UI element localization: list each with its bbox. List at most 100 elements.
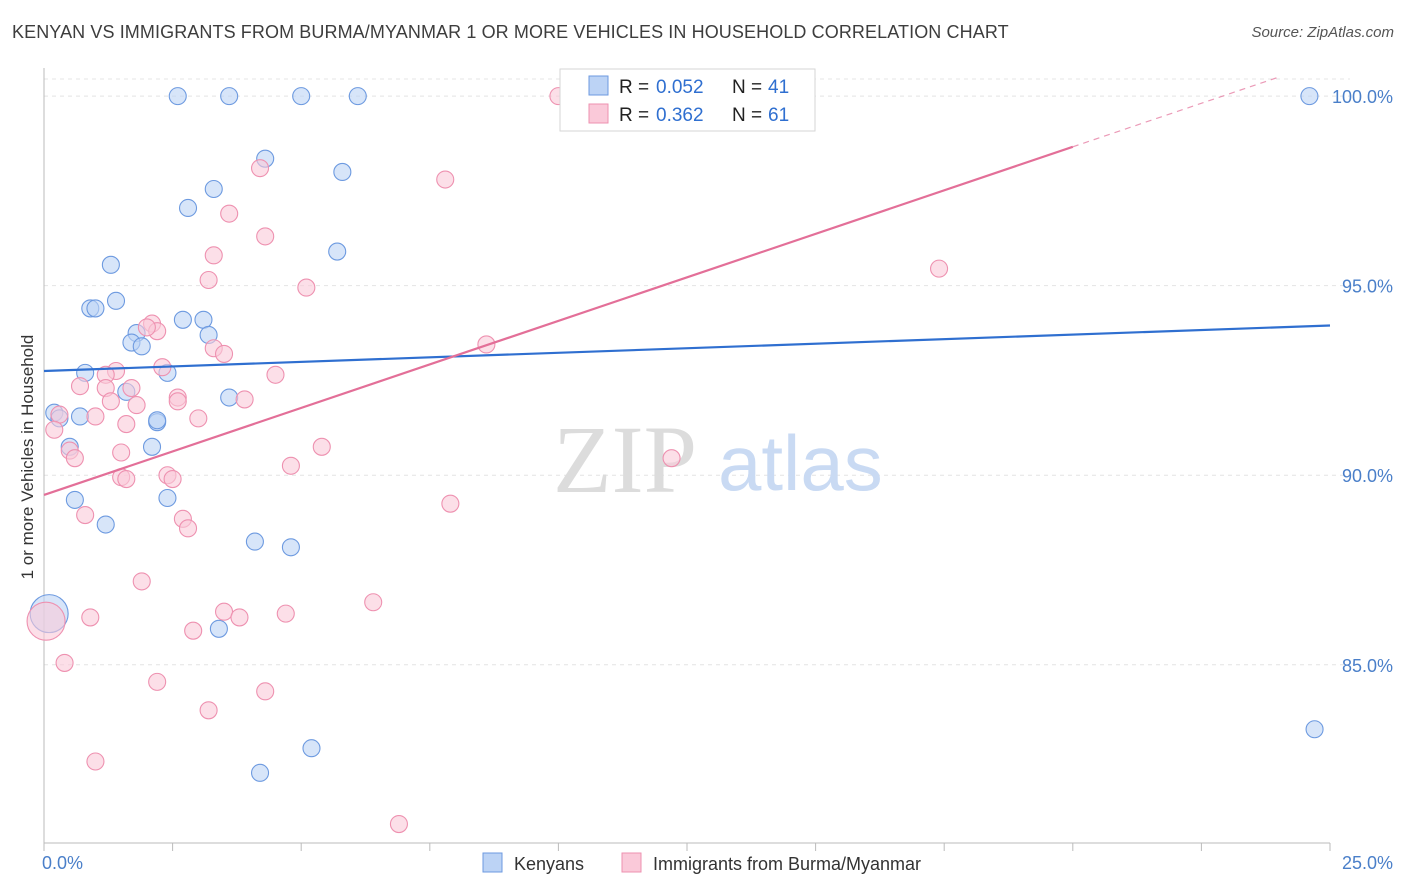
kenyans-point-13: [86, 299, 105, 318]
kenyans-point-7: [204, 179, 223, 199]
burma-point-7: [199, 270, 218, 290]
legend-swatch-burma: [588, 103, 609, 124]
bottom-legend-swatch-burma: [621, 852, 642, 873]
burma-point-59: [168, 392, 187, 411]
burma-point-41: [76, 506, 95, 525]
watermark: ZIP atlas: [553, 406, 883, 513]
kenyans-point-33: [281, 538, 300, 557]
kenyans-point-24: [70, 407, 90, 426]
legend-n-value-kenyans: 41: [768, 77, 789, 98]
legend-r-label-2: R =: [619, 105, 649, 126]
burma-point-4: [220, 204, 239, 223]
kenyans-point-1: [220, 87, 239, 106]
chart-title: KENYAN VS IMMIGRANTS FROM BURMA/MYANMAR …: [12, 22, 1009, 42]
trend-lines: [43, 76, 1331, 497]
burma-point-51: [184, 621, 203, 640]
burma-point-44: [441, 494, 460, 513]
burma-point-39: [163, 469, 182, 489]
kenyans-point-3: [348, 87, 367, 106]
kenyans-point-37: [250, 763, 270, 782]
burma-point-33: [112, 443, 131, 462]
burma-point-22: [70, 377, 90, 396]
watermark-atlas: atlas: [718, 419, 883, 507]
series-burma: [26, 87, 949, 834]
burma-point-24: [235, 390, 254, 409]
y-tick-label-3: 100.0%: [1332, 87, 1393, 107]
kenyans-point-0: [168, 87, 187, 106]
legend-r-label-1: R =: [619, 77, 649, 98]
legend-n-value-burma: 61: [768, 105, 789, 126]
burma-point-52: [26, 601, 66, 641]
kenyans-point-40: [132, 337, 151, 356]
kenyans-point-15: [194, 310, 213, 329]
source-label: Source: ZipAtlas.com: [1251, 24, 1394, 41]
kenyans-point-36: [302, 739, 321, 758]
burma-point-55: [256, 682, 275, 701]
burma-point-19: [266, 365, 285, 384]
burma-point-60: [117, 469, 136, 489]
y-tick-label-1: 90.0%: [1342, 466, 1393, 486]
kenyans-point-6: [333, 162, 352, 181]
grid-lines: [44, 78, 1350, 666]
burma-point-27: [50, 405, 69, 424]
kenyans-point-22: [220, 388, 239, 407]
tick-labels: 85.0% 90.0% 95.0% 100.0% 0.0% 25.0%: [42, 87, 1393, 873]
kenyans-point-38: [1305, 720, 1324, 739]
burma-point-8: [297, 278, 316, 297]
y-tick-label-2: 95.0%: [1342, 277, 1393, 297]
kenyans-point-35: [209, 619, 228, 638]
kenyans-point-8: [178, 198, 198, 218]
burma-point-2: [250, 159, 270, 178]
kenyans-point-31: [96, 515, 115, 534]
burma-point-34: [65, 449, 84, 468]
burma-point-25: [101, 392, 120, 411]
burma-point-6: [204, 246, 223, 265]
burma-point-48: [276, 604, 295, 623]
legend-n-label-2: N =: [732, 105, 762, 126]
legend-n-label-1: N =: [732, 77, 762, 98]
x-tick-label-1: 25.0%: [1342, 853, 1393, 873]
burma-point-36: [312, 437, 331, 456]
kenyans-point-4: [1300, 87, 1319, 106]
series-legend: Kenyans Immigrants from Burma/Myanmar: [482, 852, 921, 874]
burma-point-5: [256, 227, 275, 246]
kenyans-point-29: [65, 490, 84, 509]
bottom-legend-burma: Immigrants from Burma/Myanmar: [653, 854, 921, 874]
kenyans-point-11: [106, 291, 126, 310]
y-axis-title: 1 or more Vehicles in Household: [18, 335, 37, 580]
burma-point-56: [199, 701, 218, 720]
kenyans-point-32: [245, 532, 264, 551]
trend-line-burma-extension: [1072, 76, 1279, 148]
burma-point-12: [137, 318, 156, 337]
burma-point-58: [389, 814, 408, 834]
x-tick-label-0: 0.0%: [42, 853, 83, 873]
burma-point-26: [127, 396, 146, 415]
burma-point-15: [214, 344, 234, 363]
kenyans-point-2: [292, 87, 311, 106]
burma-point-57: [86, 752, 105, 771]
burma-point-31: [117, 415, 136, 434]
burma-point-9: [930, 259, 949, 278]
burma-point-35: [281, 456, 300, 475]
legend-r-value-kenyans: 0.052: [656, 77, 704, 98]
burma-point-30: [45, 420, 64, 439]
kenyans-point-28: [142, 437, 162, 456]
correlation-legend: R = 0.052 N = 41 R = 0.362 N = 61: [559, 68, 816, 132]
burma-point-47: [214, 602, 234, 621]
kenyans-point-39: [148, 411, 167, 430]
kenyans-point-14: [173, 310, 192, 329]
kenyans-point-9: [101, 255, 120, 274]
trend-line-kenyans: [43, 324, 1331, 373]
burma-point-40: [662, 449, 681, 468]
y-tick-label-0: 85.0%: [1342, 656, 1393, 676]
legend-swatch-kenyans: [588, 75, 609, 96]
burma-point-28: [86, 407, 105, 426]
bottom-legend-swatch-kenyans: [482, 852, 503, 873]
bottom-legend-kenyans: Kenyans: [514, 854, 584, 874]
burma-point-49: [81, 608, 100, 627]
trend-line-burma: [43, 145, 1074, 497]
burma-point-50: [230, 608, 249, 627]
burma-point-43: [178, 519, 198, 538]
kenyans-point-30: [158, 488, 177, 508]
burma-point-21: [122, 378, 141, 398]
